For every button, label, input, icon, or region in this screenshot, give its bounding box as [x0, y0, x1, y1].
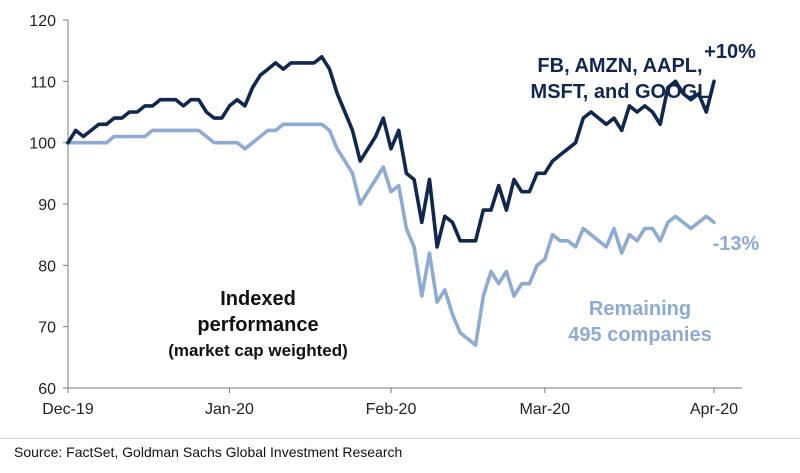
y-tick-label: 60 [38, 381, 56, 398]
panel-title-line-2: performance [197, 314, 318, 336]
y-tick-label: 110 [30, 74, 56, 91]
x-tick-label: Dec-19 [42, 401, 94, 418]
light-series-label-line-1: Remaining [589, 298, 691, 320]
y-tick-label: 120 [29, 13, 56, 30]
y-tick-label: 90 [38, 197, 56, 214]
y-tick-label: 100 [29, 136, 56, 153]
y-tick-label: 80 [38, 258, 56, 275]
x-tick-label: Apr-20 [690, 401, 738, 418]
dark-series-end-label: +10% [704, 41, 756, 63]
panel-title-line-1: Indexed [220, 288, 296, 310]
dark-series-label-line-1: FB, AMZN, AAPL, [537, 55, 702, 77]
x-tick-label: Jan-20 [205, 401, 254, 418]
source-note: Source: FactSet, Goldman Sachs Global In… [14, 444, 403, 460]
y-tick-label: 70 [38, 320, 56, 337]
light-series-end-label: -13% [713, 233, 760, 255]
x-tick-label: Mar-20 [519, 401, 570, 418]
dark-series-label-line-2: MSFT, and GOOGL [531, 81, 710, 103]
light-series-label-line-2: 495 companies [568, 324, 711, 346]
series-lines [66, 54, 716, 347]
remaining-495-series-line [66, 122, 716, 347]
big-five-series-line [66, 54, 716, 249]
axes [63, 19, 742, 393]
y-tick-labels: 60 70 80 90 100 110 120 [29, 13, 56, 398]
panel-title-line-3: (market cap weighted) [168, 341, 348, 360]
x-tick-labels: Dec-19 Jan-20 Feb-20 Mar-20 Apr-20 [42, 401, 738, 418]
source-divider [0, 438, 800, 439]
indexed-performance-chart: 60 70 80 90 100 110 120 Dec-19 Jan-20 Feb-20 Mar-… [29, 13, 760, 418]
x-tick-label: Feb-20 [366, 401, 417, 418]
